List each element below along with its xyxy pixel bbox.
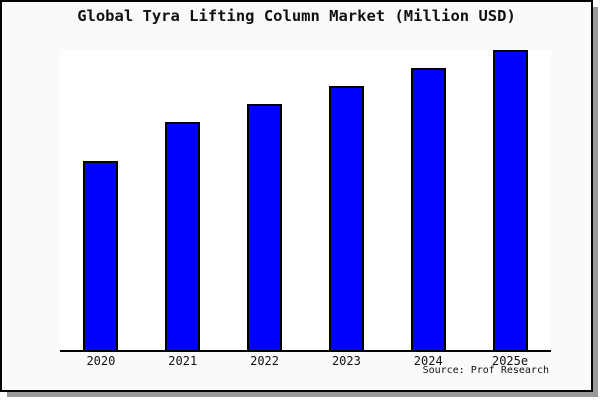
x-tick-label-2024: 2024 (413, 354, 443, 368)
x-tick-label-2023: 2023 (331, 354, 361, 368)
bar-2022 (247, 104, 283, 350)
chart-frame: Global Tyra Lifting Column Market (Milli… (0, 0, 593, 392)
bar-slot (469, 50, 551, 350)
bar-slot (142, 50, 224, 350)
bar-2021 (165, 122, 201, 350)
bar-slot (60, 50, 142, 350)
bar-2023 (328, 86, 364, 350)
x-tick-label-2020: 2020 (86, 354, 116, 368)
x-tick-label-2025e: 2025e (491, 354, 529, 368)
x-tick-label-2021: 2021 (168, 354, 198, 368)
x-axis-labels: 2020 2021 2022 2023 2024 2025e (60, 354, 551, 368)
bar-2025e (492, 50, 528, 350)
bar-slot (305, 50, 387, 350)
bar-2020 (83, 161, 119, 350)
bars (60, 50, 551, 350)
bar-2024 (410, 68, 446, 350)
x-tick-label-2022: 2022 (250, 354, 280, 368)
plot-area (60, 50, 551, 352)
source-note: Source: Prof Research (422, 365, 549, 376)
chart-title: Global Tyra Lifting Column Market (Milli… (77, 7, 516, 25)
bar-slot (224, 50, 306, 350)
bar-slot (387, 50, 469, 350)
